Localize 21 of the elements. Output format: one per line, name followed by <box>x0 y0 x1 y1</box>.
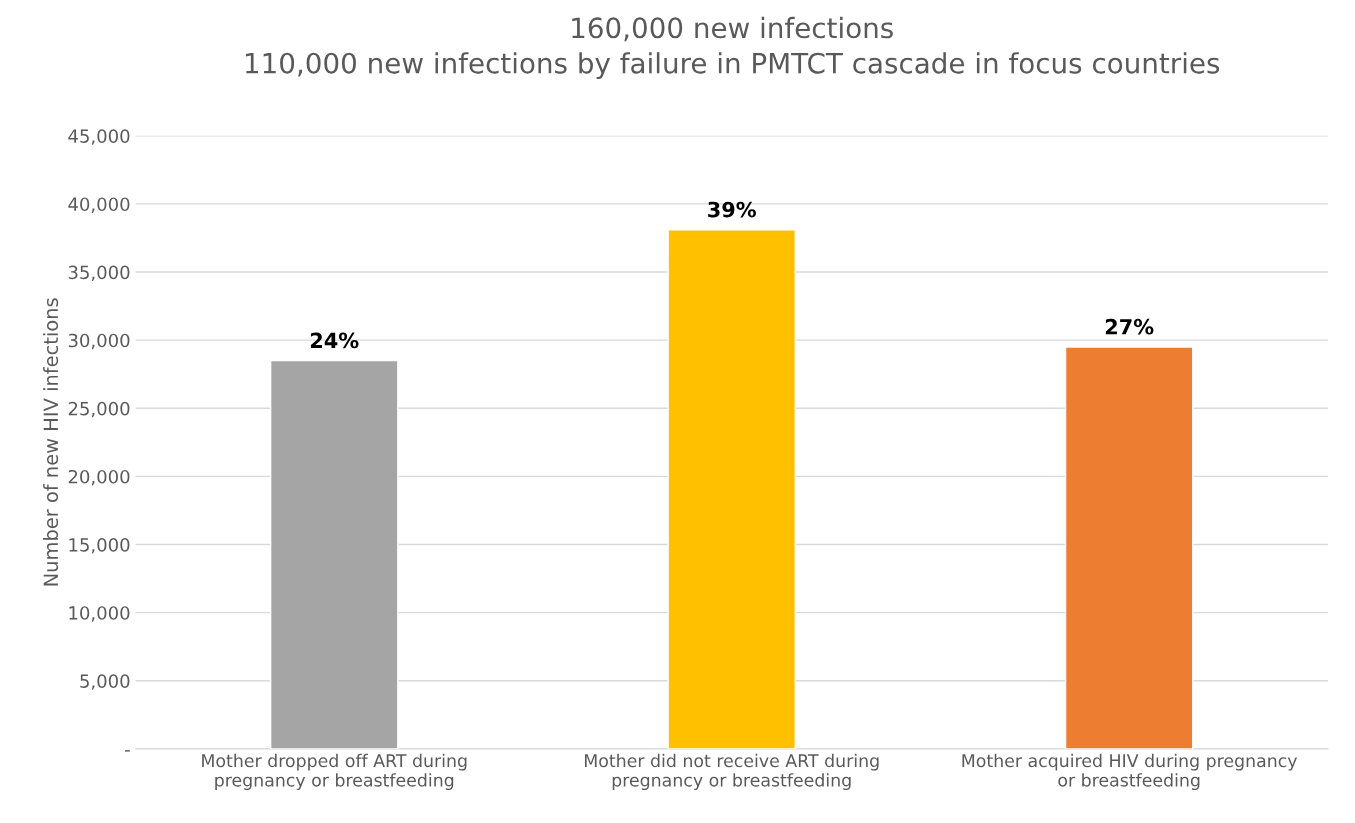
y-tick-label: 40,000 <box>68 197 130 213</box>
chart-title: 160,000 new infections 110,000 new infections by failure in PMTCT cascade in focus countries <box>245 16 1220 80</box>
y-tick-label: 30,000 <box>68 333 130 350</box>
x-tick-label: Mother did not receive ART during pregnancy or breastfeeding <box>584 753 879 791</box>
y-tick-label: - <box>125 750 130 752</box>
bar <box>1064 346 1194 749</box>
y-tick-label: 15,000 <box>69 538 130 554</box>
annotation: 24% <box>310 332 359 349</box>
y-tick-label: 25,000 <box>68 401 130 418</box>
x-tick-label: Mother acquired HIV during pregnancy or breastfeeding <box>962 753 1298 791</box>
y-tick-label: 10,000 <box>69 606 130 622</box>
y-tick-label: 45,000 <box>68 129 130 145</box>
bar <box>667 229 796 749</box>
y-tick-label: 20,000 <box>68 469 130 486</box>
annotation: 27% <box>1105 318 1154 335</box>
y-tick-label: 35,000 <box>68 265 130 282</box>
y-tick-label: 5,000 <box>80 674 130 690</box>
x-tick-label: Mother dropped off ART during pregnancy or breastfeeding <box>202 753 467 791</box>
annotation: 39% <box>708 201 756 218</box>
y-axis-title: Number of new HIV infections <box>43 298 59 586</box>
bar <box>269 359 399 749</box>
